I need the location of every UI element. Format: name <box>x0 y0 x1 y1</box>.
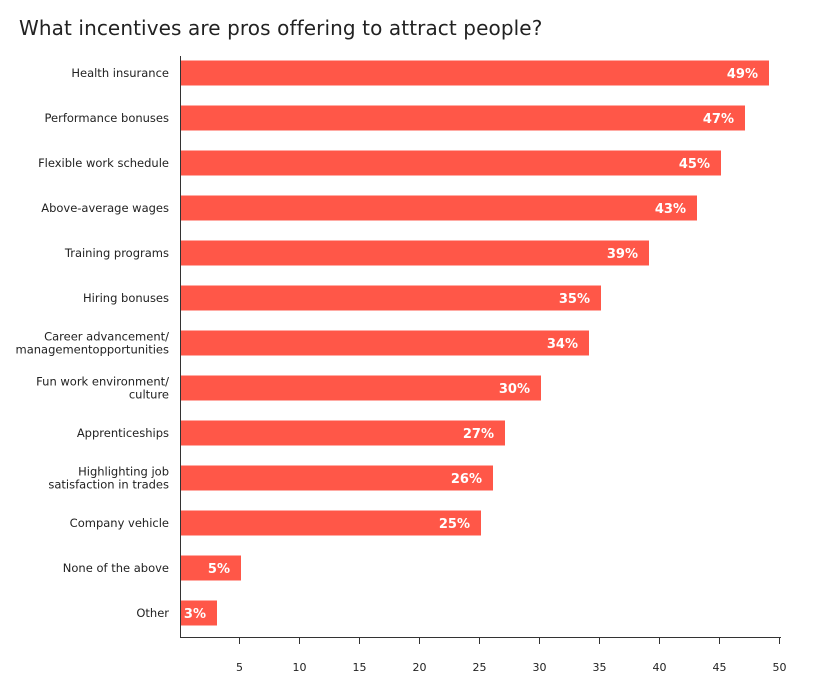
category-label: Fun work environment/culture <box>36 375 169 402</box>
bar <box>181 375 541 401</box>
bar <box>181 105 745 131</box>
category-label: None of the above <box>63 561 169 575</box>
category-label: Health insurance <box>71 66 169 80</box>
data-label: 26% <box>451 472 482 487</box>
category-label: Above-average wages <box>41 201 169 215</box>
x-tick-label: 20 <box>413 661 427 674</box>
bar <box>181 555 241 581</box>
bar <box>181 420 505 446</box>
x-tick-label: 35 <box>593 661 607 674</box>
category-label: Career advancement/managementopportuniti… <box>16 330 170 357</box>
bar <box>181 600 217 626</box>
data-label: 3% <box>184 607 206 622</box>
bars-layer: 49% 47% 45% 43% 39% 35% 34% 30% 27% 26% 25% 5% 3% <box>181 60 769 626</box>
data-label: 47% <box>703 112 734 127</box>
bar <box>181 510 481 536</box>
category-label: Highlighting job satisfaction in trades <box>48 465 169 492</box>
chart-title: What incentives are pros offering to att… <box>19 16 543 40</box>
data-label: 30% <box>499 382 530 397</box>
data-label: 45% <box>679 157 710 172</box>
data-label: 39% <box>607 247 638 262</box>
category-label: Performance bonuses <box>44 111 169 125</box>
x-tick-label: 40 <box>653 661 667 674</box>
x-tick-label: 5 <box>236 661 243 674</box>
data-label: 49% <box>727 67 758 82</box>
x-tick-label: 25 <box>473 661 487 674</box>
data-label: 35% <box>559 292 590 307</box>
category-label: Apprenticeships <box>77 426 169 440</box>
data-label: 34% <box>547 337 578 352</box>
category-label: Flexible work schedule <box>38 156 169 170</box>
bar <box>181 60 769 86</box>
category-label: Other <box>136 606 169 620</box>
category-labels-layer: Health insurance Performance bonuses Flexi… <box>16 66 170 620</box>
bar <box>181 195 697 221</box>
category-label: Training programs <box>64 246 169 260</box>
category-label: Company vehicle <box>70 516 169 530</box>
data-label: 25% <box>439 517 470 532</box>
bar <box>181 150 721 176</box>
bar <box>181 330 589 356</box>
data-label: 43% <box>655 202 686 217</box>
bar <box>181 285 601 311</box>
bar <box>181 240 649 266</box>
data-label: 5% <box>208 562 230 577</box>
x-tick-label: 10 <box>293 661 307 674</box>
x-tick-label: 45 <box>713 661 727 674</box>
x-tick-label: 15 <box>353 661 367 674</box>
data-label: 27% <box>463 427 494 442</box>
x-axis: 5 10 15 20 25 30 35 40 45 50 <box>180 56 787 674</box>
bar <box>181 465 493 491</box>
category-label: Hiring bonuses <box>83 291 169 305</box>
x-tick-label: 50 <box>773 661 787 674</box>
x-tick-label: 30 <box>533 661 547 674</box>
